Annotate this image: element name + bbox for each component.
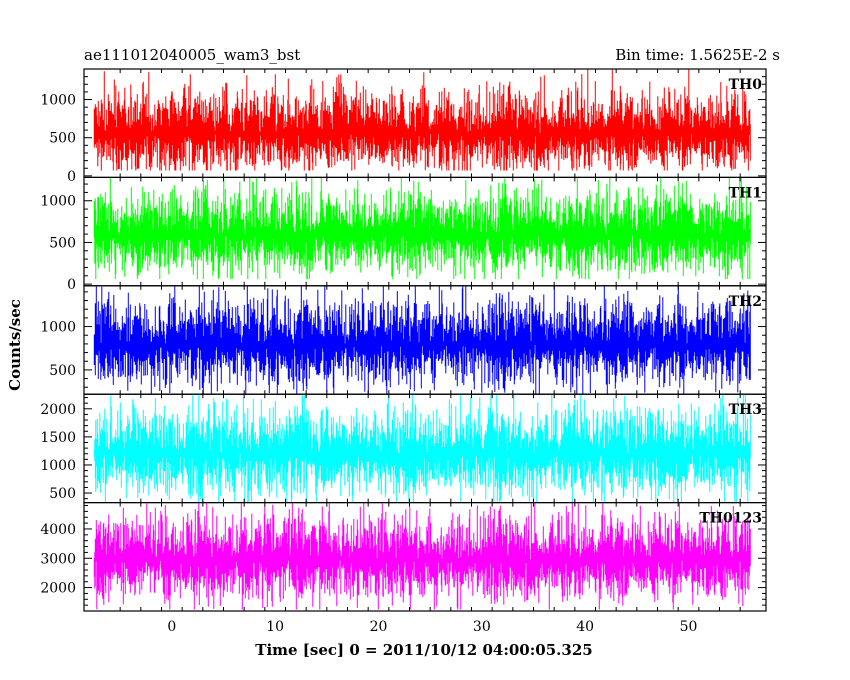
y-tick-label: 3000	[40, 551, 76, 567]
x-tick-label: 40	[576, 619, 594, 635]
y-tick-label: 1000	[40, 458, 76, 474]
panel-th1: 0 500 1000 TH1	[40, 176, 767, 293]
series-th0123-line	[93, 503, 751, 610]
y-tick-label: 1000	[40, 93, 76, 109]
x-tick-label: 0	[167, 619, 176, 635]
panels: 05001000TH005001000TH15001000TH250010001…	[40, 68, 767, 635]
y-tick-label: 500	[49, 235, 76, 251]
x-tick-label: 10	[266, 619, 284, 635]
y-tick-label: 1500	[40, 430, 76, 446]
x-axis-title: Time [sec] 0 = 2011/10/12 04:00:05.325	[255, 641, 592, 659]
panel-th3-label: TH3	[729, 402, 762, 418]
y-tick-label: 0	[67, 277, 76, 293]
y-tick-label: 1000	[40, 320, 76, 336]
y-axis-title: Counts/sec	[6, 299, 24, 391]
x-tick-label: 20	[370, 619, 388, 635]
series-th1-line	[93, 177, 751, 280]
panel-th1-label: TH1	[729, 185, 762, 201]
panel-th0123-label: TH0123	[699, 511, 762, 527]
panel-th2-label: TH2	[729, 294, 762, 310]
x-tick-label: 50	[680, 619, 698, 635]
panel-th0: 0 500 1000 TH0	[40, 68, 767, 185]
chart-title: ae111012040005_wam3_bst	[84, 46, 300, 64]
y-tick-label: 1000	[40, 194, 76, 210]
y-tick-label: 2000	[40, 581, 76, 597]
panel-th0123: 2000 3000 4000 TH0123	[40, 502, 767, 612]
series-th2-line	[93, 285, 751, 395]
y-tick-label: 2000	[40, 402, 76, 418]
series-th0-line	[93, 69, 751, 171]
y-tick-label: 500	[49, 363, 76, 379]
panel-th2: 500 1000 TH2	[40, 285, 767, 395]
y-tick-label: 0	[67, 169, 76, 185]
y-tick-label: 500	[49, 131, 76, 147]
panel-th3: 500 1000 1500 2000 TH3	[40, 393, 767, 504]
panel-th0123-frame	[83, 502, 767, 612]
x-tick-label: 30	[473, 619, 491, 635]
panel-th0-label: TH0	[729, 77, 763, 93]
bin-time-label: Bin time: 1.5625E-2 s	[615, 46, 780, 64]
y-tick-label: 4000	[40, 522, 76, 538]
series-th3-line	[93, 394, 751, 502]
y-tick-label: 500	[49, 486, 76, 502]
